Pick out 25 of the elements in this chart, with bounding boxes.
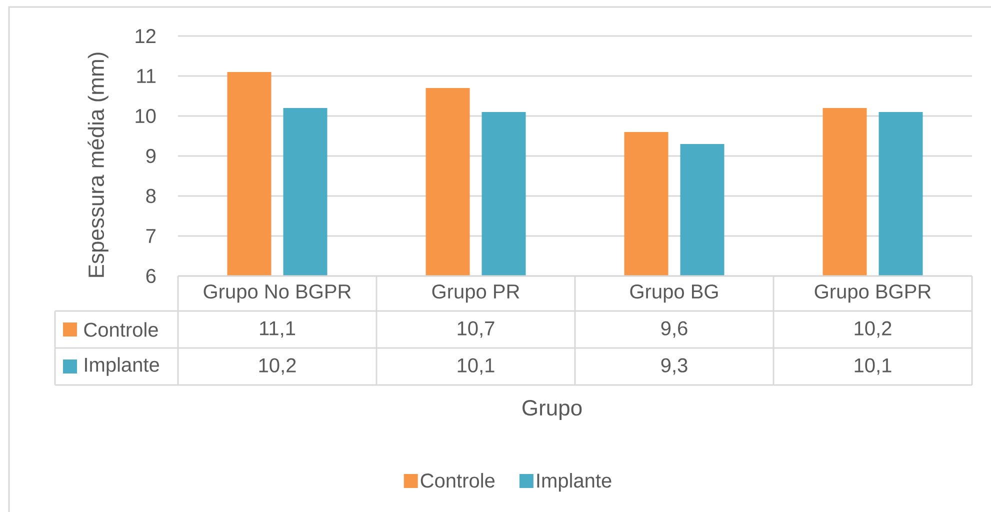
x-tick-label: Grupo BGPR [814, 284, 931, 303]
x-tick-label: Grupo PR [432, 284, 520, 303]
data-label: 9,3 [661, 358, 688, 375]
y-tick-label: 7 [146, 229, 156, 243]
data-label: 10,2 [259, 358, 296, 375]
y-tick-label: 9 [146, 148, 156, 164]
y-tick-label: 11 [137, 69, 156, 83]
x-tick-label: Grupo No BGPR [204, 284, 351, 303]
text: Implante [537, 473, 612, 492]
legend-label: Implante [85, 357, 160, 376]
data-label: 10,1 [854, 358, 892, 375]
y-tick-label: 8 [146, 188, 156, 204]
x-tick-label: Grupo BG [630, 284, 718, 303]
text: Controle [420, 473, 495, 488]
data-label: 10,1 [458, 358, 494, 375]
data-label: 10,2 [854, 321, 892, 338]
y-tick-label: 10 [136, 108, 156, 124]
data-label: 10,7 [458, 321, 494, 338]
y-tick-label: 6 [146, 268, 156, 284]
x-axis-title: Grupo [522, 400, 582, 420]
y-axis-title: Espessura média (mm) [88, 52, 108, 277]
data-label: 11,1 [260, 321, 295, 338]
data-label: 9,6 [661, 321, 688, 338]
legend-label: Controle [84, 322, 158, 337]
y-tick-label: 12 [136, 29, 156, 43]
